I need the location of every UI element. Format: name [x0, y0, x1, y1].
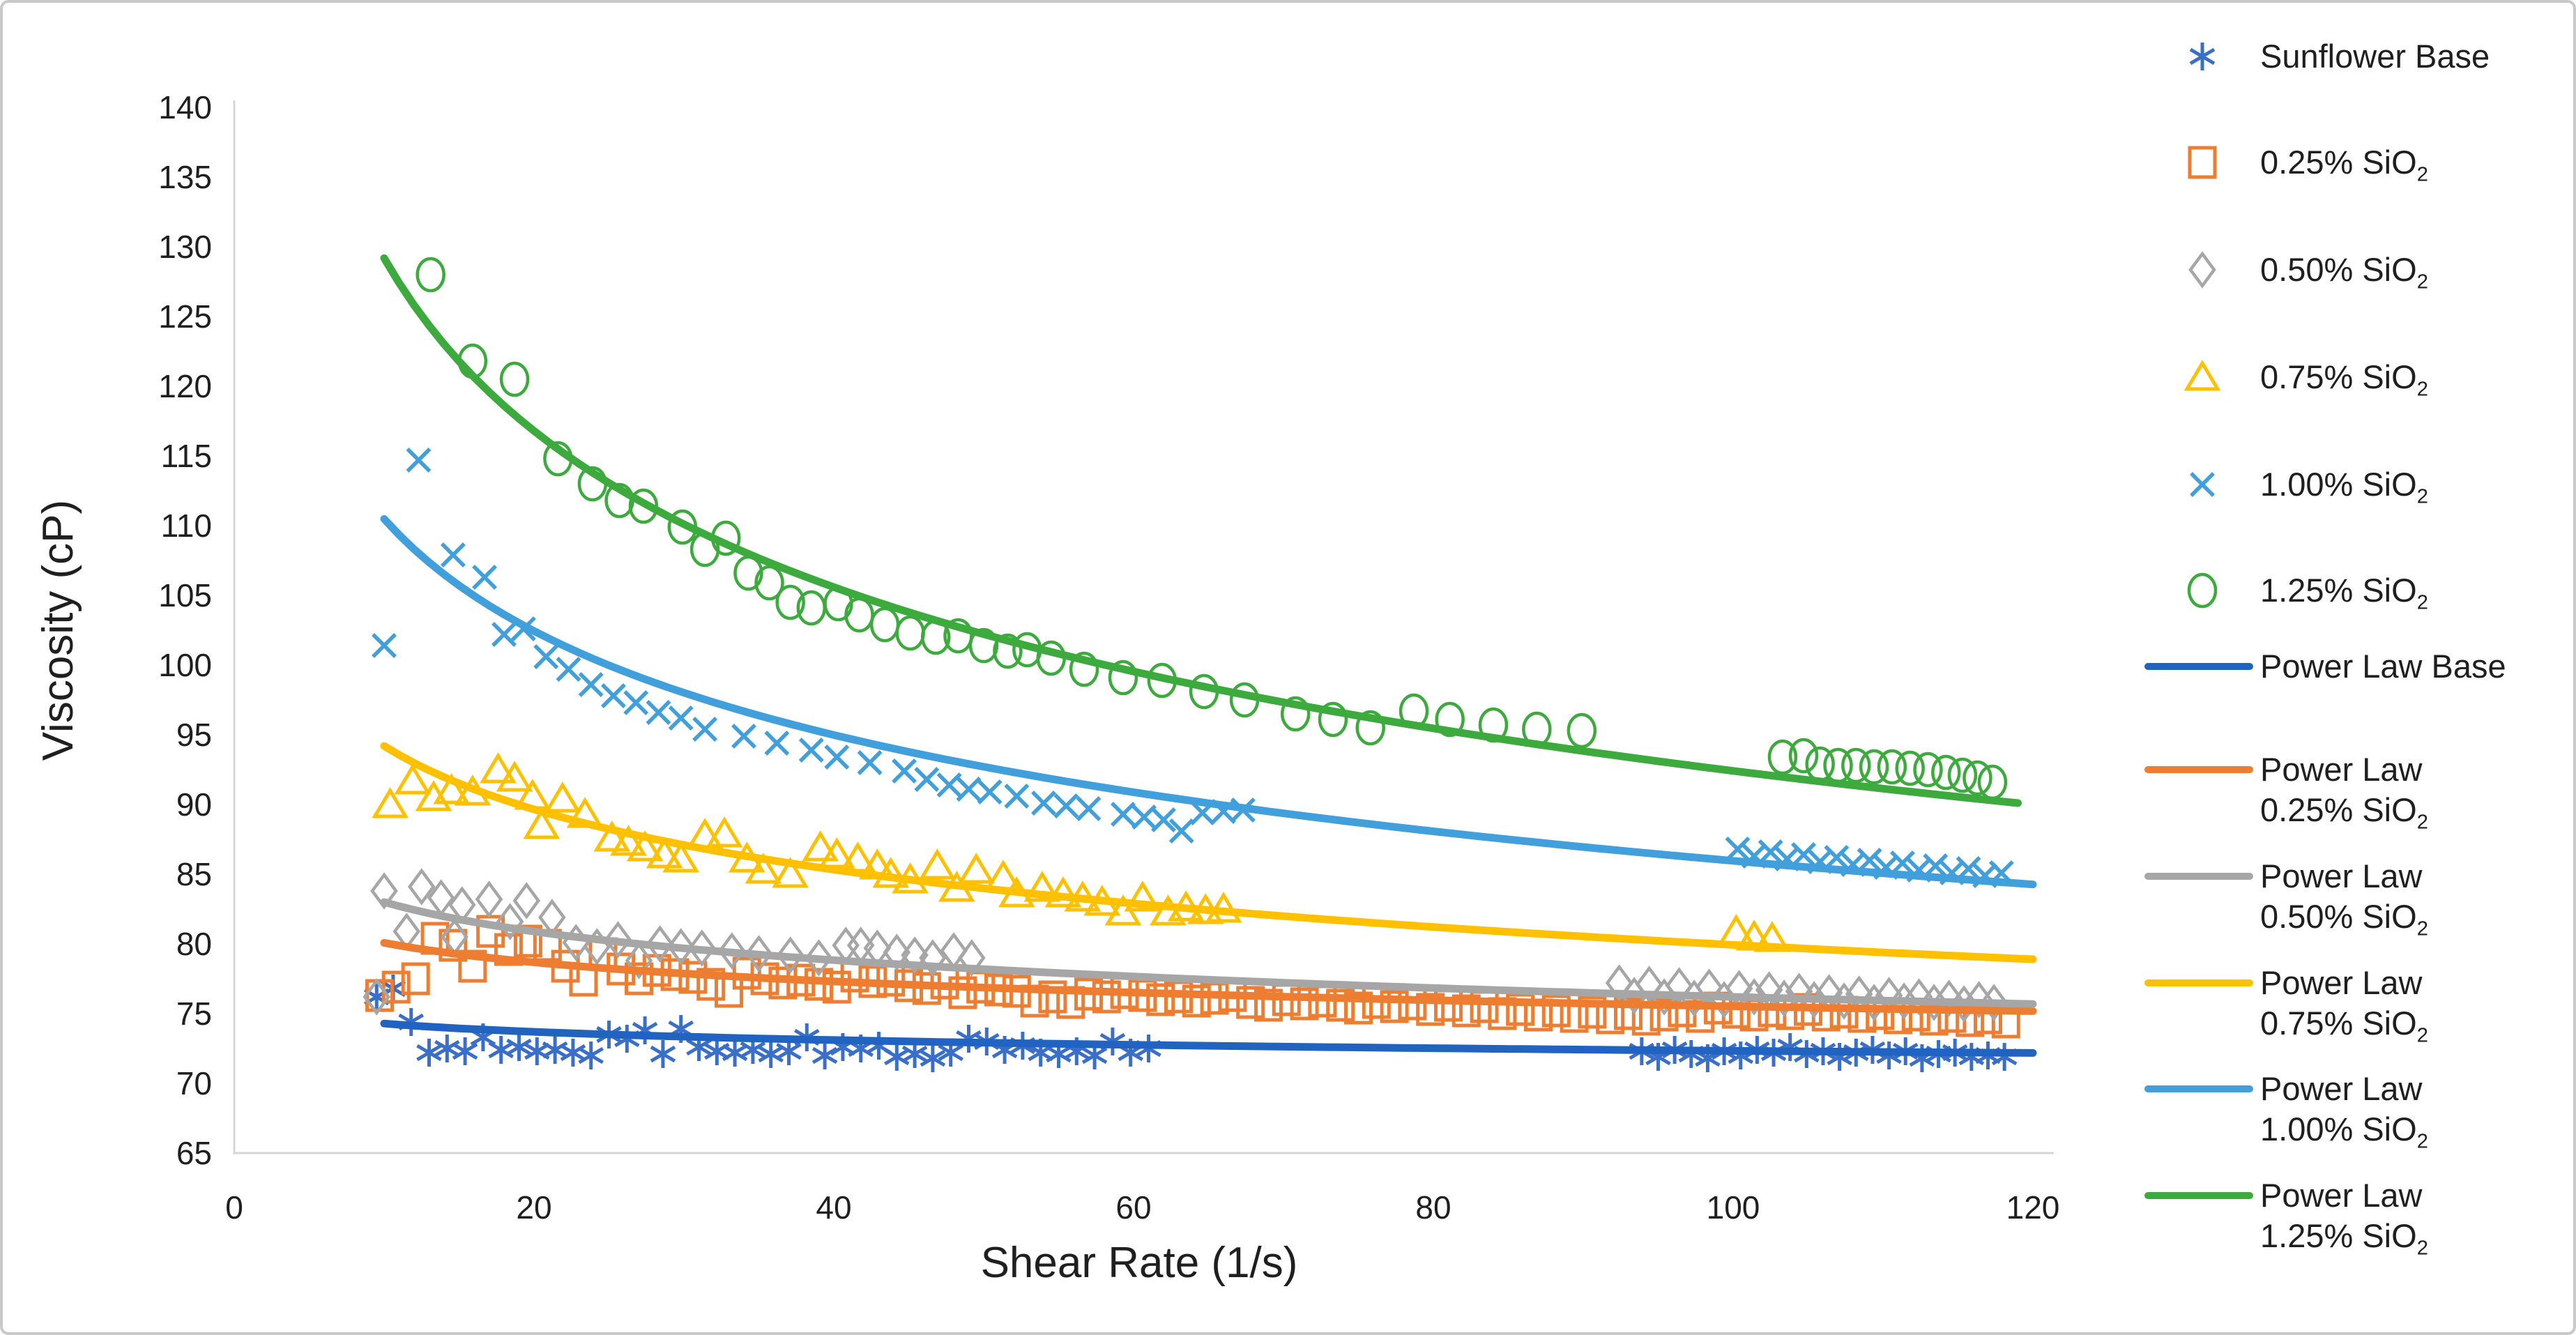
y-tick-label: 125	[158, 298, 212, 335]
x-tick-label: 120	[2006, 1189, 2060, 1226]
y-tick-label: 105	[158, 577, 212, 613]
y-tick-label: 75	[176, 995, 212, 1032]
y-tick-label: 85	[176, 856, 212, 892]
power-law-line-0-50-sio2	[380, 898, 2037, 1008]
y-tick-label: 100	[158, 647, 212, 683]
plot-area: 65 70 75 80 85 90 95 100 105 110 115 120 125 130 135 14…	[34, 89, 2059, 1287]
x-tick-label: 40	[816, 1189, 851, 1226]
y-tick-label: 65	[176, 1135, 212, 1171]
y-tick-label: 80	[176, 926, 212, 962]
x-tick-label: 20	[516, 1189, 551, 1226]
power-law-line-0-25-sio2	[380, 939, 2037, 1015]
axes	[233, 100, 2054, 1154]
y-tick-label: 110	[161, 508, 212, 544]
y-tick-label: 135	[158, 159, 212, 195]
x-axis-title: Shear Rate (1/s)	[981, 1239, 1298, 1287]
power-law-line-1-25-sio2	[380, 254, 2022, 807]
x-tick-label: 0	[225, 1189, 243, 1226]
y-tick-label: 130	[158, 229, 212, 265]
power-law-lines-layer	[380, 254, 2037, 1057]
tick-labels: 65 70 75 80 85 90 95 100 105 110 115 120 125 130 135 14…	[158, 89, 2059, 1226]
power-law-line-0-75-sio2	[380, 742, 2037, 963]
x-tick-label: 60	[1115, 1189, 1151, 1226]
y-tick-label: 90	[176, 786, 212, 823]
power-law-line-1-00-sio2	[380, 514, 2037, 889]
y-tick-label: 140	[158, 89, 212, 125]
y-tick-label: 95	[176, 717, 212, 753]
y-tick-label: 70	[176, 1065, 212, 1101]
power-law-line-base	[380, 1019, 2037, 1057]
x-tick-label: 80	[1415, 1189, 1451, 1226]
y-axis-title: Viscosity (cP)	[34, 500, 82, 761]
y-tick-label: 120	[158, 368, 212, 404]
y-tick-label: 115	[161, 438, 212, 474]
x-tick-label: 100	[1707, 1189, 1760, 1226]
